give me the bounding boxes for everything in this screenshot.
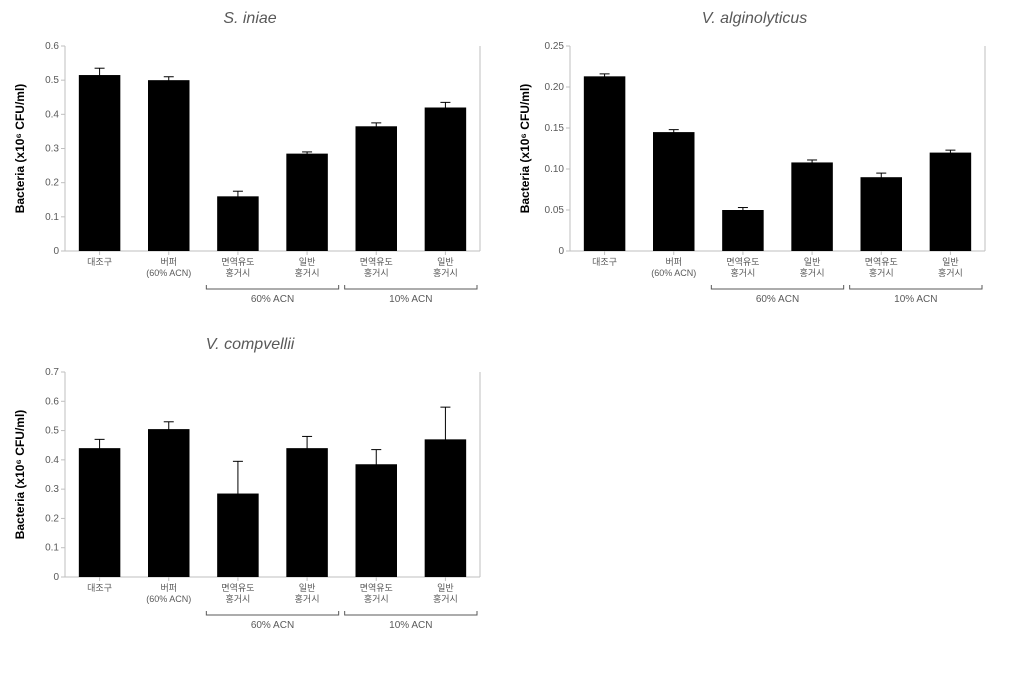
svg-text:홍거시: 홍거시 [295,267,320,278]
chart-container-0: 0 0.1 0.2 0.3 0.4 0.5 0.6 Bacteria (x10⁶ CFU/ml… [10,36,490,316]
svg-text:버퍼: 버퍼 [665,257,682,267]
svg-text:60% ACN: 60% ACN [755,294,798,305]
chart-container-2: 0 0.1 0.2 0.3 0.4 0.5 0.6 0.7 Bacteria (x10⁶ CFU… [10,362,490,642]
svg-text:10% ACN: 10% ACN [894,294,937,305]
svg-text:일반: 일반 [803,257,820,267]
svg-text:면역유도: 면역유도 [360,257,393,267]
svg-text:홍거시: 홍거시 [433,267,458,278]
svg-text:면역유도: 면역유도 [360,583,393,593]
chart-panel-1: V. alginolyticus 0 0.05 0.10 0.15 0.20 0.25 Ba… [515,10,995,316]
svg-text:홍거시: 홍거시 [364,593,389,604]
svg-text:홍거시: 홍거시 [225,267,250,278]
svg-text:면역유도: 면역유도 [221,583,254,593]
svg-text:0.25: 0.25 [544,41,564,52]
svg-text:0: 0 [558,246,564,257]
svg-text:Bacteria (x10⁶ CFU/ml): Bacteria (x10⁶ CFU/ml) [13,84,27,214]
chart-svg-1: 0 0.05 0.10 0.15 0.20 0.25 Bacteria (x10⁶ CFU/… [515,36,995,316]
svg-text:대조구: 대조구 [87,257,112,267]
svg-text:Bacteria (x10⁶ CFU/ml): Bacteria (x10⁶ CFU/ml) [518,84,532,214]
chart-svg-0: 0 0.1 0.2 0.3 0.4 0.5 0.6 Bacteria (x10⁶ CFU/ml… [10,36,490,316]
svg-text:일반: 일반 [437,257,454,267]
svg-text:대조구: 대조구 [592,257,617,267]
svg-text:(60% ACN): (60% ACN) [146,268,191,278]
svg-text:0.5: 0.5 [45,426,59,437]
chart-container-1: 0 0.05 0.10 0.15 0.20 0.25 Bacteria (x10⁶ CFU/… [515,36,995,316]
svg-text:10% ACN: 10% ACN [389,294,432,305]
svg-text:60% ACN: 60% ACN [251,620,294,631]
chart-title-1: V. alginolyticus [515,10,995,28]
svg-text:0.20: 0.20 [544,82,564,93]
svg-text:0.1: 0.1 [45,543,59,554]
svg-text:버퍼: 버퍼 [160,257,177,267]
chart-title-2: V. compvellii [10,336,490,354]
svg-text:0.3: 0.3 [45,144,59,155]
svg-text:0.6: 0.6 [45,41,59,52]
svg-text:0.15: 0.15 [544,123,564,134]
svg-text:10% ACN: 10% ACN [389,620,432,631]
svg-text:0.2: 0.2 [45,178,59,189]
svg-text:홍거시: 홍거시 [937,267,962,278]
svg-text:0.1: 0.1 [45,212,59,223]
svg-text:(60% ACN): (60% ACN) [651,268,696,278]
svg-text:홍거시: 홍거시 [730,267,755,278]
svg-text:0.6: 0.6 [45,396,59,407]
svg-text:면역유도: 면역유도 [864,257,897,267]
svg-text:대조구: 대조구 [87,583,112,593]
svg-text:버퍼: 버퍼 [160,583,177,593]
charts-grid: S. iniae 0 0.1 0.2 0.3 0.4 0.5 0.6 Bacteria (x1… [10,10,999,642]
chart-title-0: S. iniae [10,10,490,28]
svg-text:Bacteria (x10⁶ CFU/ml): Bacteria (x10⁶ CFU/ml) [13,410,27,540]
svg-text:일반: 일반 [942,257,959,267]
chart-panel-2: V. compvellii 0 0.1 0.2 0.3 0.4 0.5 0.6 0.7 Bact… [10,336,490,642]
svg-text:일반: 일반 [299,257,316,267]
svg-text:0.10: 0.10 [544,164,564,175]
svg-text:0.5: 0.5 [45,75,59,86]
svg-text:0.3: 0.3 [45,484,59,495]
svg-text:0.2: 0.2 [45,513,59,524]
svg-text:면역유도: 면역유도 [726,257,759,267]
svg-text:홍거시: 홍거시 [799,267,824,278]
svg-text:0: 0 [53,572,59,583]
svg-text:홍거시: 홍거시 [868,267,893,278]
svg-text:0.05: 0.05 [544,205,564,216]
svg-text:홍거시: 홍거시 [433,593,458,604]
svg-text:일반: 일반 [299,583,316,593]
svg-text:0.4: 0.4 [45,109,59,120]
svg-text:0.4: 0.4 [45,455,59,466]
svg-text:홍거시: 홍거시 [295,593,320,604]
svg-text:면역유도: 면역유도 [221,257,254,267]
svg-text:(60% ACN): (60% ACN) [146,594,191,604]
svg-text:홍거시: 홍거시 [364,267,389,278]
svg-text:홍거시: 홍거시 [225,593,250,604]
svg-text:일반: 일반 [437,583,454,593]
svg-text:0: 0 [53,246,59,257]
svg-text:0.7: 0.7 [45,367,59,378]
chart-svg-2: 0 0.1 0.2 0.3 0.4 0.5 0.6 0.7 Bacteria (x10⁶ CFU… [10,362,490,642]
chart-panel-0: S. iniae 0 0.1 0.2 0.3 0.4 0.5 0.6 Bacteria (x1… [10,10,490,316]
svg-text:60% ACN: 60% ACN [251,294,294,305]
